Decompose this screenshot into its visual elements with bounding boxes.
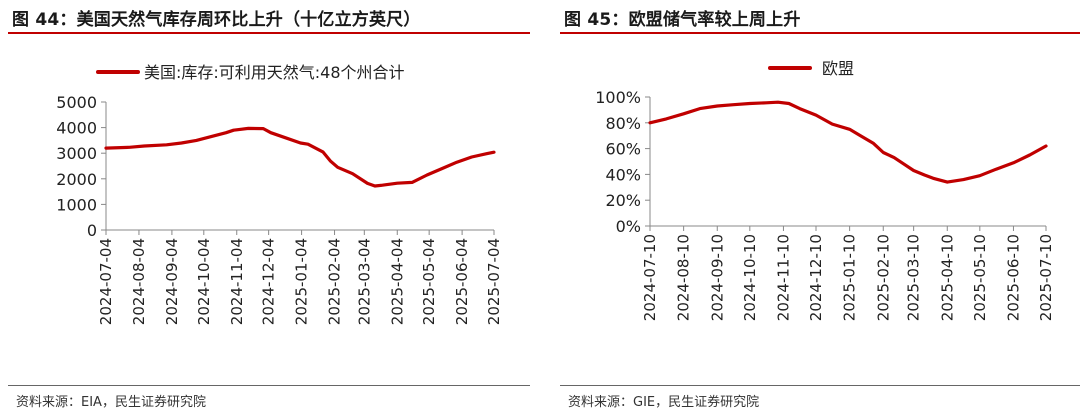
y-tick-label: 0% xyxy=(616,217,641,236)
series-line xyxy=(648,100,1048,184)
x-tick-label: 2025-03-04 xyxy=(355,238,373,325)
eu-storage-rate-chart: 0% 20% 40% 60% 80% 100% 2024-07-10 2024-08-10 20… xyxy=(595,59,1055,321)
y-tick-label: 60% xyxy=(605,140,641,159)
source-rule xyxy=(560,385,1080,386)
y-tick-label: 2000 xyxy=(56,170,97,189)
x-tick-label: 2024-07-10 xyxy=(641,234,659,321)
chart-title: 图 44：美国天然气库存周环比上升（十亿立方英尺） xyxy=(12,10,421,30)
x-tick-label: 2025-02-04 xyxy=(326,238,344,325)
source-rule xyxy=(8,385,530,386)
x-tick-label: 2024-11-10 xyxy=(774,234,792,321)
x-tick-label: 2024-12-10 xyxy=(807,234,825,321)
chart-panel-eu: 图 45：欧盟储气率较上周上升 0% 20% 40% 60% 80% 100% 2024-0… xyxy=(560,0,1080,415)
x-tick-label: 2025-04-10 xyxy=(938,234,956,321)
legend-label: 欧盟 xyxy=(822,59,854,78)
legend-label: 美国:库存:可利用天然气:48个州合计 xyxy=(144,63,405,82)
x-tick-label: 2025-01-04 xyxy=(293,238,311,325)
x-tick-label: 2025-07-10 xyxy=(1037,234,1055,321)
x-tick-label: 2024-08-10 xyxy=(675,234,693,321)
x-tick-label: 2025-07-04 xyxy=(485,238,503,325)
chart-title: 图 45：欧盟储气率较上周上升 xyxy=(564,10,801,30)
x-tick-label: 2025-05-10 xyxy=(971,234,989,321)
x-tick-label: 2024-10-10 xyxy=(741,234,759,321)
x-tick-label: 2025-06-04 xyxy=(453,238,471,325)
x-tick-label: 2024-09-10 xyxy=(708,234,726,321)
title-rule xyxy=(8,32,530,34)
title-rule xyxy=(560,32,1080,34)
x-tick-label: 2025-01-10 xyxy=(841,234,859,321)
y-tick-label: 1000 xyxy=(56,195,97,214)
x-tick-label: 2025-05-04 xyxy=(420,238,438,325)
x-tick-label: 2024-07-04 xyxy=(97,238,115,325)
y-tick-label: 40% xyxy=(605,165,641,184)
x-tick-label: 2025-02-10 xyxy=(874,234,892,321)
us-gas-storage-chart: 0 1000 2000 3000 4000 5000 2024-07-04 2024-08-0… xyxy=(56,63,503,325)
y-tick-label: 5000 xyxy=(56,93,97,112)
y-tick-label: 0 xyxy=(87,221,97,240)
x-tick-label: 2025-04-04 xyxy=(388,238,406,325)
x-tick-label: 2024-08-04 xyxy=(130,238,148,325)
y-tick-label: 80% xyxy=(605,114,641,133)
x-tick-label: 2024-12-04 xyxy=(260,238,278,325)
source-note: 资料来源：EIA，民生证券研究院 xyxy=(16,395,206,410)
source-note: 资料来源：GIE，民生证券研究院 xyxy=(568,395,760,410)
y-tick-label: 3000 xyxy=(56,144,97,163)
y-tick-label: 20% xyxy=(605,191,641,210)
x-tick-label: 2024-11-04 xyxy=(228,238,246,325)
series-line xyxy=(104,126,496,188)
y-tick-label: 100% xyxy=(595,88,641,107)
x-tick-label: 2025-03-10 xyxy=(905,234,923,321)
x-tick-label: 2025-06-10 xyxy=(1004,234,1022,321)
x-tick-label: 2024-09-04 xyxy=(163,238,181,325)
chart-panel-us: 图 44：美国天然气库存周环比上升（十亿立方英尺） 0 1000 2000 3000 4… xyxy=(8,0,530,415)
x-tick-label: 2024-10-04 xyxy=(195,238,213,325)
y-tick-label: 4000 xyxy=(56,119,97,138)
